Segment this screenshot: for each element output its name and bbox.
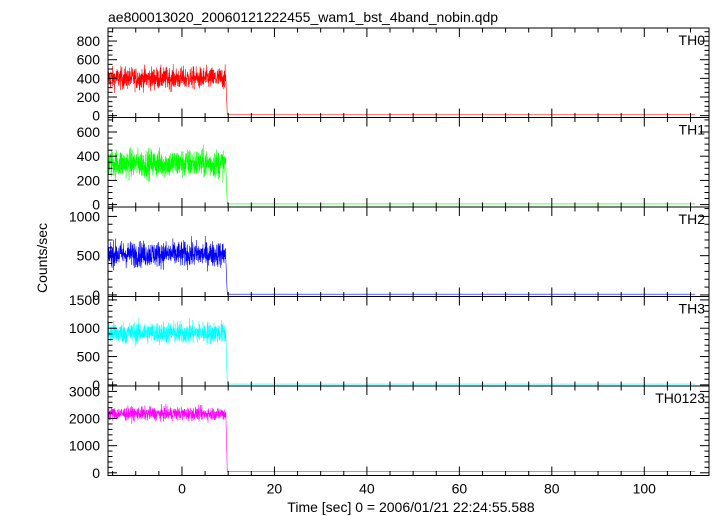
y-axis-label: Counts/sec <box>34 223 50 293</box>
y-tick-label: 1000 <box>69 320 100 336</box>
y-tick-label: 3000 <box>69 383 100 399</box>
x-tick-label: 0 <box>178 481 186 497</box>
panel-th3: 0 500 1000 1500 TH3 <box>69 292 710 393</box>
panel-th0123: 0 1000 2000 3000 TH0123 <box>69 383 710 481</box>
y-tick-label: 1500 <box>69 292 100 308</box>
y-tick-label: 600 <box>77 124 101 140</box>
y-tick-label: 2000 <box>69 411 100 427</box>
series-th3 <box>108 317 696 385</box>
chart-title: ae800013020_20060121222455_wam1_bst_4ban… <box>108 9 498 25</box>
y-tick-label: 0 <box>92 377 100 393</box>
y-tick-label: 800 <box>77 33 101 49</box>
series-th0 <box>108 64 696 115</box>
x-tick-label: 20 <box>267 481 283 497</box>
series-th2 <box>108 235 696 295</box>
y-tick-label: 500 <box>77 349 101 365</box>
y-tick-label: 600 <box>77 52 101 68</box>
y-tick-label: 0 <box>92 197 100 213</box>
x-tick-label: 80 <box>544 481 560 497</box>
panel-th1: 0 200 400 600 TH1 <box>77 117 710 213</box>
x-tick-label: 60 <box>452 481 468 497</box>
panel-label: TH0123 <box>655 390 705 406</box>
y-tick-label: 0 <box>92 465 100 481</box>
y-tick-label: 200 <box>77 172 101 188</box>
panel-th2: 0 500 1000 TH2 <box>69 206 710 303</box>
panel-frame <box>107 385 710 476</box>
panel-th0: 0 200 400 600 800 TH0 <box>77 27 710 124</box>
x-axis-label: Time [sec] 0 = 2006/01/21 22:24:55.588 <box>287 499 535 515</box>
y-tick-label: 1000 <box>69 208 100 224</box>
panel-frame <box>107 27 710 118</box>
y-tick-label: 0 <box>92 108 100 124</box>
x-tick-label: 40 <box>359 481 375 497</box>
y-tick-label: 200 <box>77 89 101 105</box>
series-th0123 <box>108 403 696 472</box>
x-tick-label: 100 <box>633 481 657 497</box>
y-tick-label: 500 <box>77 248 101 264</box>
panel-label: TH2 <box>679 211 706 227</box>
y-tick-label: 1000 <box>69 438 100 454</box>
y-tick-label: 400 <box>77 70 101 86</box>
y-tick-label: 0 <box>92 287 100 303</box>
panel-label: TH0 <box>679 32 706 48</box>
panel-frame <box>107 296 710 387</box>
series-th1 <box>108 144 696 205</box>
y-tick-label: 400 <box>77 148 101 164</box>
panel-label: TH3 <box>679 301 706 317</box>
panel-label: TH1 <box>679 122 706 138</box>
